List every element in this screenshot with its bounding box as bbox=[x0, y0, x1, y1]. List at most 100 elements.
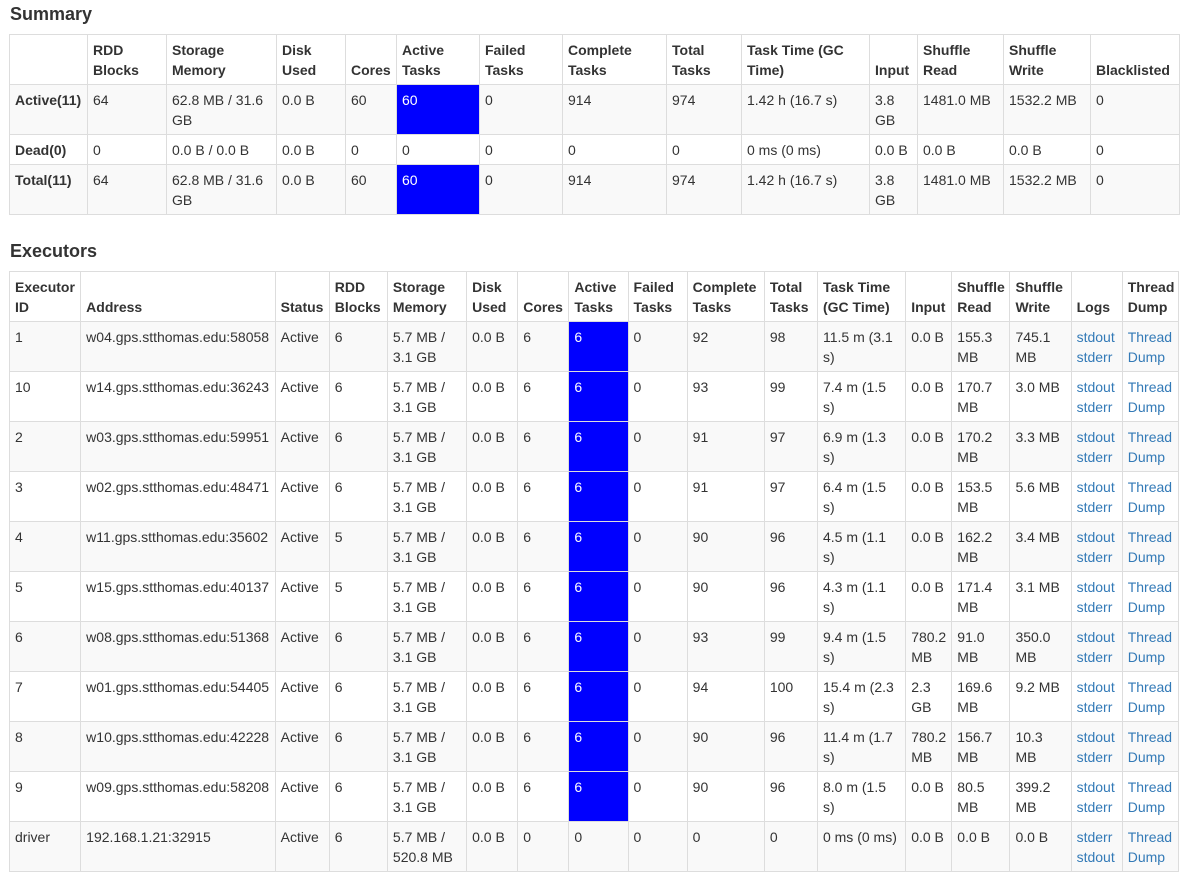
executor-cell-failed: 0 bbox=[627, 771, 688, 822]
summary-header-rdd-blocks[interactable]: RDD Blocks bbox=[87, 34, 167, 85]
thread-dump-link[interactable]: Thread Dump bbox=[1127, 479, 1173, 515]
executor-cell-shuffle-write: 350.0 MB bbox=[1009, 621, 1072, 672]
log-link-stderr[interactable]: stderr bbox=[1076, 649, 1113, 665]
executor-cell-total: 96 bbox=[763, 721, 818, 772]
thread-dump-link[interactable]: Thread Dump bbox=[1127, 529, 1173, 565]
executor-cell-complete: 90 bbox=[686, 771, 765, 822]
executor-cell-address: w01.gps.stthomas.edu:54405 bbox=[80, 671, 276, 722]
executor-cell-disk: 0.0 B bbox=[466, 771, 519, 822]
executors-header-active-tasks[interactable]: Active Tasks bbox=[568, 271, 629, 322]
thread-dump-link[interactable]: Thread Dump bbox=[1127, 729, 1173, 765]
executors-header-task-time-gc-time[interactable]: Task Time (GC Time) bbox=[816, 271, 907, 322]
executor-cell-status: Active bbox=[274, 371, 330, 422]
log-link-stdout[interactable]: stdout bbox=[1076, 679, 1115, 695]
thread-dump-link[interactable]: Thread Dump bbox=[1127, 779, 1173, 815]
executor-cell-shuffle-read: 169.6 MB bbox=[951, 671, 1011, 722]
thread-dump-link[interactable]: Thread Dump bbox=[1127, 679, 1173, 715]
log-link-stdout[interactable]: stdout bbox=[1076, 529, 1115, 545]
summary-cell-storage: 62.8 MB / 31.6 GB bbox=[166, 164, 277, 215]
summary-cell-cores: 60 bbox=[345, 164, 397, 215]
log-link-stdout[interactable]: stdout bbox=[1076, 729, 1115, 745]
executors-header-rdd-blocks[interactable]: RDD Blocks bbox=[328, 271, 388, 322]
summary-header-complete-tasks[interactable]: Complete Tasks bbox=[562, 34, 667, 85]
executors-header-address[interactable]: Address bbox=[80, 271, 276, 322]
summary-header-shuffle-write[interactable]: Shuffle Write bbox=[1003, 34, 1091, 85]
executor-cell-shuffle-write: 3.3 MB bbox=[1009, 421, 1072, 472]
summary-cell-failed: 0 bbox=[479, 134, 563, 165]
thread-dump-link[interactable]: Thread Dump bbox=[1127, 379, 1173, 415]
log-link-stderr[interactable]: stderr bbox=[1076, 349, 1113, 365]
summary-header-total-tasks[interactable]: Total Tasks bbox=[666, 34, 742, 85]
thread-dump-link[interactable]: Thread Dump bbox=[1127, 429, 1173, 465]
executors-header-status[interactable]: Status bbox=[274, 271, 330, 322]
summary-header-blacklisted[interactable]: Blacklisted bbox=[1090, 34, 1180, 85]
executors-header-shuffle-write[interactable]: Shuffle Write bbox=[1009, 271, 1072, 322]
executor-cell-id: 7 bbox=[8, 671, 82, 722]
summary-header-task-time-gc-time[interactable]: Task Time (GC Time) bbox=[741, 34, 870, 85]
executor-cell-rdd: 6 bbox=[328, 771, 388, 822]
executors-header-failed-tasks[interactable]: Failed Tasks bbox=[627, 271, 688, 322]
summary-cell-failed: 0 bbox=[479, 84, 563, 135]
log-link-stderr[interactable]: stderr bbox=[1076, 749, 1113, 765]
executors-header-executor-id[interactable]: Executor ID bbox=[8, 271, 82, 322]
executor-thread-dump-cell: Thread Dump bbox=[1121, 671, 1180, 722]
executors-header-logs[interactable]: Logs bbox=[1070, 271, 1123, 322]
summary-header-failed-tasks[interactable]: Failed Tasks bbox=[479, 34, 563, 85]
log-link-stdout[interactable]: stdout bbox=[1076, 779, 1115, 795]
log-link-stderr[interactable]: stderr bbox=[1076, 829, 1113, 845]
executors-header-total-tasks[interactable]: Total Tasks bbox=[763, 271, 818, 322]
executors-header-cores[interactable]: Cores bbox=[517, 271, 570, 322]
log-link-stderr[interactable]: stderr bbox=[1076, 799, 1113, 815]
log-link-stderr[interactable]: stderr bbox=[1076, 549, 1113, 565]
executor-row: 8 w10.gps.stthomas.edu:42228 Active 6 5.7 MB… bbox=[8, 721, 1180, 772]
executor-cell-input: 0.0 B bbox=[905, 521, 953, 572]
executors-header-complete-tasks[interactable]: Complete Tasks bbox=[686, 271, 765, 322]
summary-cell-cores: 60 bbox=[345, 84, 397, 135]
executors-header-storage-memory[interactable]: Storage Memory bbox=[386, 271, 468, 322]
log-link-stdout[interactable]: stdout bbox=[1076, 629, 1115, 645]
log-link-stderr[interactable]: stderr bbox=[1076, 499, 1113, 515]
thread-dump-link[interactable]: Thread Dump bbox=[1127, 829, 1173, 865]
log-link-stdout[interactable]: stdout bbox=[1076, 479, 1115, 495]
log-link-stderr[interactable]: stderr bbox=[1076, 399, 1113, 415]
summary-heading: Summary bbox=[10, 4, 93, 24]
log-link-stdout[interactable]: stdout bbox=[1076, 379, 1115, 395]
thread-dump-link[interactable]: Thread Dump bbox=[1127, 329, 1173, 365]
summary-cell-shuffle-write: 1532.2 MB bbox=[1003, 164, 1091, 215]
summary-header-cores[interactable]: Cores bbox=[345, 34, 397, 85]
executor-cell-status: Active bbox=[274, 471, 330, 522]
executor-cell-total: 100 bbox=[763, 671, 818, 722]
executor-cell-disk: 0.0 B bbox=[466, 621, 519, 672]
executors-header-input[interactable]: Input bbox=[905, 271, 953, 322]
summary-header-disk-used[interactable]: Disk Used bbox=[276, 34, 346, 85]
log-link-stderr[interactable]: stderr bbox=[1076, 599, 1113, 615]
executor-cell-shuffle-read: 91.0 MB bbox=[951, 621, 1011, 672]
executor-cell-input: 0.0 B bbox=[905, 371, 953, 422]
executor-cell-total: 96 bbox=[763, 521, 818, 572]
executor-cell-task-time: 7.4 m (1.5 s) bbox=[816, 371, 907, 422]
log-link-stderr[interactable]: stderr bbox=[1076, 449, 1113, 465]
log-link-stderr[interactable]: stderr bbox=[1076, 699, 1113, 715]
log-link-stdout[interactable]: stdout bbox=[1076, 429, 1115, 445]
summary-header-storage-memory[interactable]: Storage Memory bbox=[166, 34, 277, 85]
executor-cell-storage: 5.7 MB / 3.1 GB bbox=[386, 471, 468, 522]
executor-cell-failed: 0 bbox=[627, 321, 688, 372]
summary-cell-rdd: 64 bbox=[87, 164, 167, 215]
executor-cell-total: 96 bbox=[763, 571, 818, 622]
executors-header-thread-dump[interactable]: Thread Dump bbox=[1121, 271, 1180, 322]
thread-dump-link[interactable]: Thread Dump bbox=[1127, 579, 1173, 615]
summary-header-shuffle-read[interactable]: Shuffle Read bbox=[917, 34, 1004, 85]
log-link-stdout[interactable]: stdout bbox=[1076, 579, 1115, 595]
log-link-stdout[interactable]: stdout bbox=[1076, 329, 1115, 345]
summary-header-row-label[interactable] bbox=[9, 34, 88, 85]
executor-cell-address: w08.gps.stthomas.edu:51368 bbox=[80, 621, 276, 672]
log-link-stdout[interactable]: stdout bbox=[1076, 849, 1115, 865]
thread-dump-link[interactable]: Thread Dump bbox=[1127, 629, 1173, 665]
summary-row: Total(11) 64 62.8 MB / 31.6 GB 0.0 B 60 60 0 91… bbox=[9, 164, 1180, 215]
summary-header-active-tasks[interactable]: Active Tasks bbox=[396, 34, 480, 85]
executors-header-shuffle-read[interactable]: Shuffle Read bbox=[951, 271, 1011, 322]
executor-cell-task-time: 6.9 m (1.3 s) bbox=[816, 421, 907, 472]
executors-header-disk-used[interactable]: Disk Used bbox=[466, 271, 519, 322]
executor-cell-status: Active bbox=[274, 571, 330, 622]
summary-header-input[interactable]: Input bbox=[869, 34, 918, 85]
